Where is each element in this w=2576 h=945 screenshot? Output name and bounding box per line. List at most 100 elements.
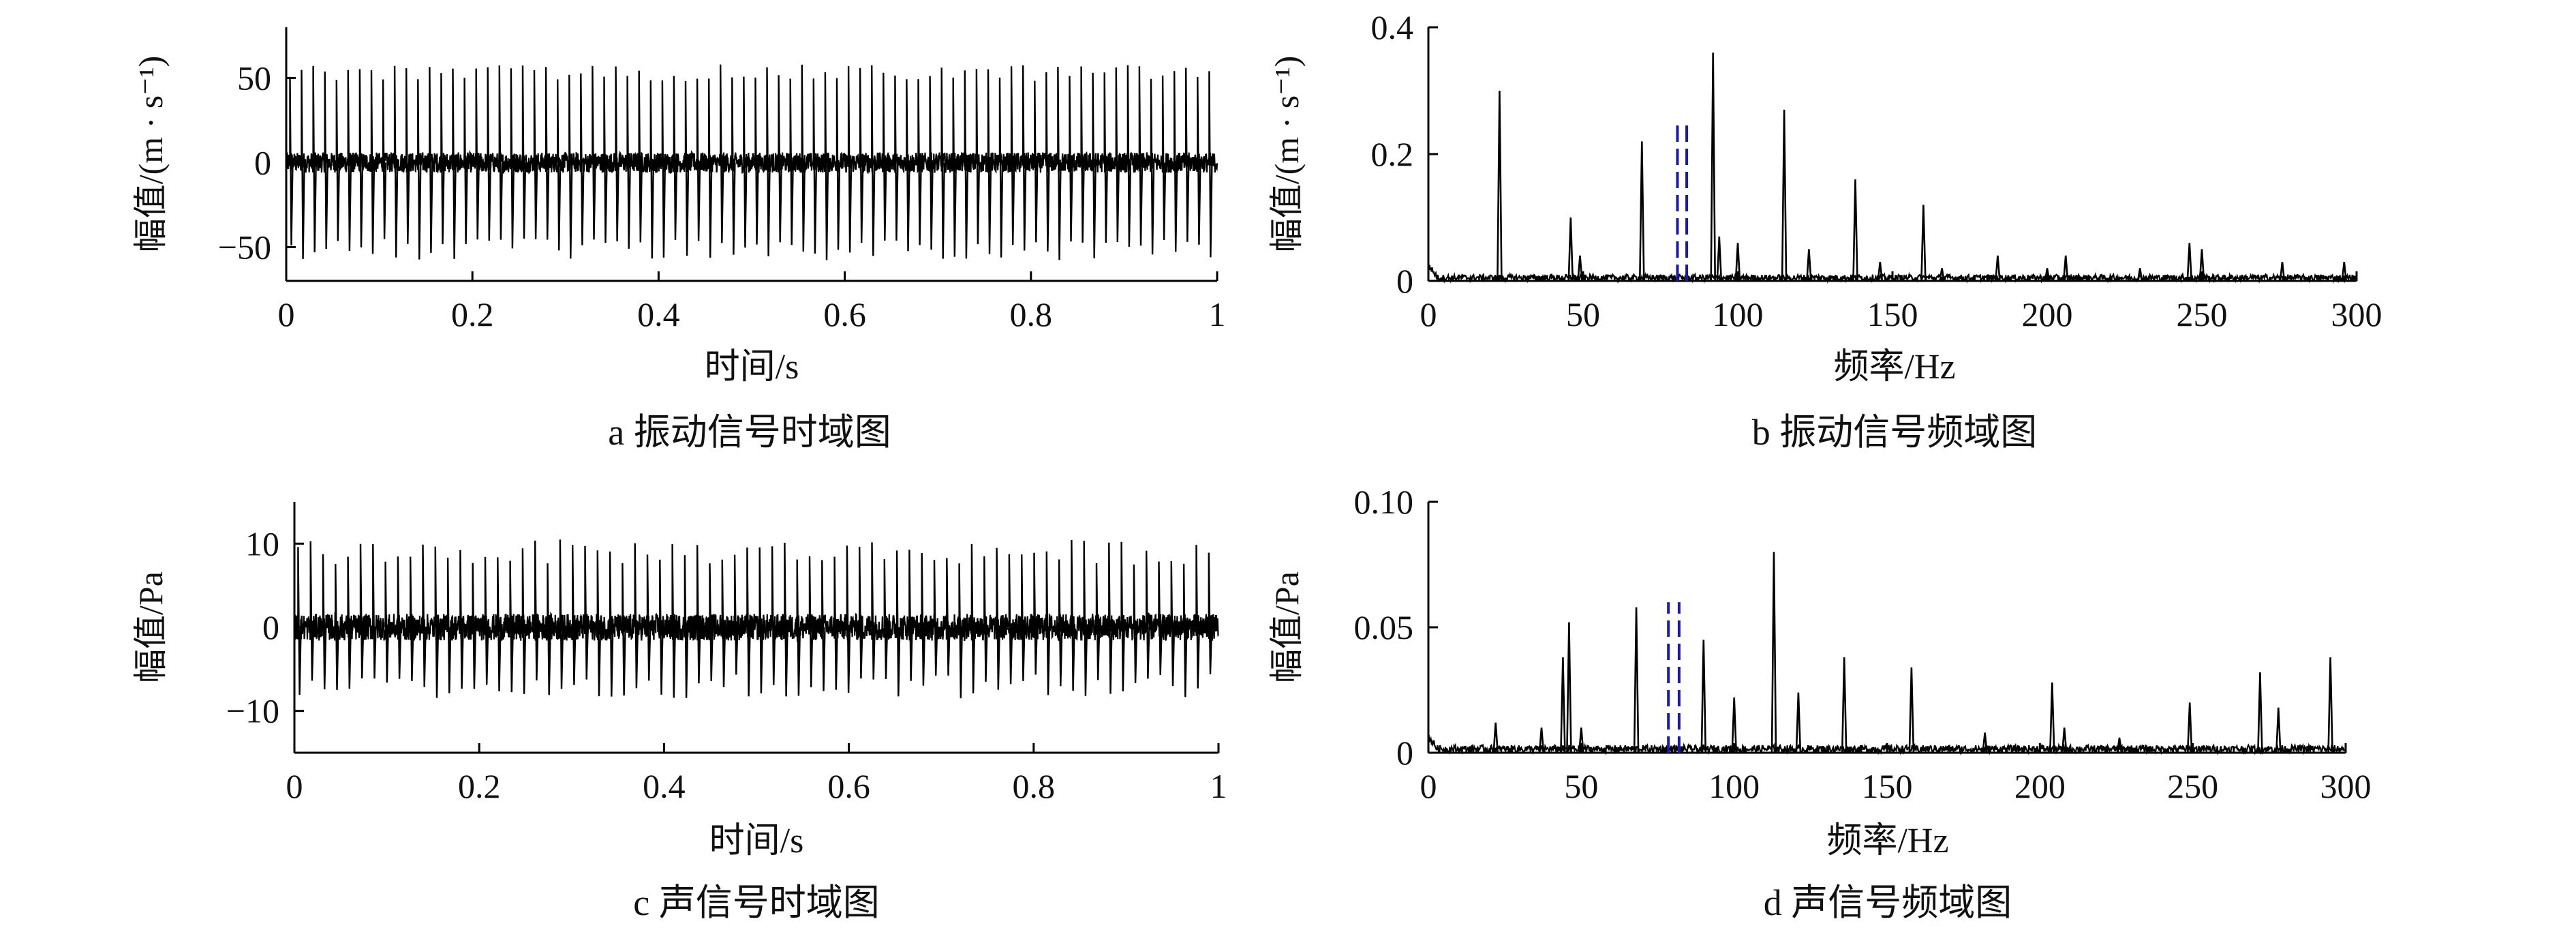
- panel-a-pulse: [917, 79, 922, 245]
- panel-c-pulse: [1108, 542, 1113, 694]
- panel-c-pulse: [372, 543, 377, 679]
- panel-b-spectrum-peak: [2186, 243, 2193, 282]
- panel-c-xtick-label: 0.8: [1013, 767, 1056, 805]
- panel-c-pulse: [472, 562, 477, 689]
- panel-b-spectrum-peak: [2341, 261, 2348, 282]
- panel-d-xtick-label: 100: [1708, 767, 1760, 805]
- panel-d-spectrum-peak: [1770, 552, 1777, 753]
- panel-c-pulse: [696, 545, 701, 684]
- panel-c-pulse: [1058, 559, 1063, 687]
- panel-a-pulse: [1161, 75, 1167, 241]
- panel-a-xtick-label: 1: [1209, 295, 1226, 333]
- panel-d-xtick-label: 200: [2014, 767, 2066, 805]
- panel-c-pulse: [784, 542, 788, 697]
- panel-d-spectrum-peak: [1492, 722, 1499, 753]
- panel-a-pulse: [603, 76, 608, 243]
- panel-a-pulse: [568, 74, 573, 259]
- panel-c-ytick-label: 10: [245, 524, 279, 562]
- panel-c-noise-trace: [293, 612, 1219, 642]
- panel-a-pulse: [382, 79, 387, 239]
- panel-d-spectrum-peak: [2061, 728, 2068, 753]
- panel-c-pulse: [484, 556, 489, 685]
- panel-c-xtick-label: 0.4: [643, 767, 686, 805]
- panel-a-pulse: [440, 73, 445, 245]
- panel-d-xtick-label: 300: [2320, 767, 2372, 805]
- panel-a-xtick-label: 0.8: [1010, 295, 1053, 333]
- panel-c-pulse: [1045, 551, 1051, 695]
- panel-a-pulse: [592, 65, 596, 240]
- panel-c-pulse: [921, 552, 926, 686]
- panel-a-pulse: [463, 77, 468, 245]
- panel-b-caption: b 振动信号频域图: [1752, 412, 2038, 453]
- panel-c-pulse: [970, 543, 976, 694]
- panel-a-pulse: [347, 70, 352, 252]
- panel-d-spectrum-peak: [1700, 640, 1707, 753]
- panel-b-spectrum-peak: [1877, 261, 1884, 282]
- panel-c-pulse: [1083, 541, 1088, 696]
- panel-b-spectrum-peak: [2044, 268, 2051, 282]
- panel-a-pulse: [1208, 71, 1213, 258]
- panel-a-pulse: [429, 67, 433, 253]
- panel-c-ylabel: 幅值/Pa: [132, 571, 170, 683]
- panel-a-pulse: [533, 70, 538, 239]
- panel-d-xtick-label: 150: [1862, 767, 1913, 805]
- panel-c-pulse: [1133, 564, 1138, 683]
- panel-a-pulse: [894, 75, 899, 241]
- panel-c-pulse: [1182, 563, 1188, 698]
- panel-b-xtick-label: 250: [2177, 295, 2228, 333]
- panel-c-pulse: [946, 558, 951, 676]
- panel-a-pulse: [521, 65, 527, 239]
- panel-a-noise-trace: [285, 149, 1218, 175]
- panel-b-xtick-label: 300: [2331, 295, 2382, 333]
- panel-c-pulse: [808, 556, 814, 688]
- panel-d-spectrum-peak: [2049, 682, 2055, 753]
- panel-b-spectrum-peak: [2136, 268, 2143, 282]
- panel-b-spectrum-peak: [1577, 255, 1583, 282]
- panel-a-pulse: [812, 78, 818, 254]
- panel-a-xtick-label: 0.6: [823, 295, 866, 333]
- panel-a-pulse: [498, 65, 504, 240]
- panel-b-xtick-label: 0: [1420, 295, 1437, 333]
- panel-a-pulse: [580, 73, 585, 245]
- panel-a-pulse: [859, 68, 864, 243]
- panel-c-pulse: [459, 550, 464, 689]
- panel-a-pulse: [1092, 72, 1097, 258]
- panel-a-pulse: [1115, 67, 1120, 243]
- panel-c-pulse: [1170, 561, 1176, 687]
- panel-d-spectrum-peak: [1908, 667, 1915, 753]
- panel-d-spectrum-peak: [1731, 697, 1737, 753]
- panel-c-pulse: [996, 548, 1000, 690]
- panel-b-ylabel: 幅值/(m · s⁻¹): [1268, 56, 1306, 253]
- panel-d-spectrum-peak: [1578, 728, 1584, 753]
- panel-d-spectrum-peak: [2116, 737, 2123, 753]
- panel-b-spectrum-peak: [1806, 249, 1812, 282]
- panel-c-pulse: [684, 555, 689, 698]
- panel-a-pulse: [824, 72, 829, 260]
- panel-a-pulse: [870, 65, 876, 256]
- panel-a-pulse: [731, 77, 736, 255]
- panel-d-xtick-label: 0: [1420, 767, 1437, 805]
- panel-a-ytick-label: 50: [237, 59, 271, 97]
- panel-c-pulse: [384, 561, 389, 683]
- panel-a-pulse: [987, 69, 992, 254]
- panel-a-pulse: [1069, 76, 1073, 242]
- panel-c-pulse: [410, 556, 414, 681]
- panel-c-pulse: [821, 560, 826, 691]
- panel-c-pulse: [1158, 561, 1163, 675]
- panel-c-pulse: [335, 564, 339, 690]
- panel-a-pulse: [615, 66, 619, 242]
- panel-a-pulse: [1057, 66, 1062, 260]
- panel-c-pulse: [609, 551, 614, 697]
- panel-d-caption: d 声信号频域图: [1764, 882, 2012, 923]
- panel-b-spectrum-peak: [2279, 261, 2286, 282]
- panel-c-pulse: [908, 550, 913, 681]
- panel-c-pulse: [721, 559, 726, 687]
- panel-c-pulse: [833, 556, 838, 690]
- panel-c-ytick-label: 0: [262, 608, 279, 646]
- panel-c-pulse: [871, 542, 876, 680]
- panel-a-pulse: [883, 72, 887, 241]
- panel-d-ytick-label: 0.05: [1354, 608, 1414, 646]
